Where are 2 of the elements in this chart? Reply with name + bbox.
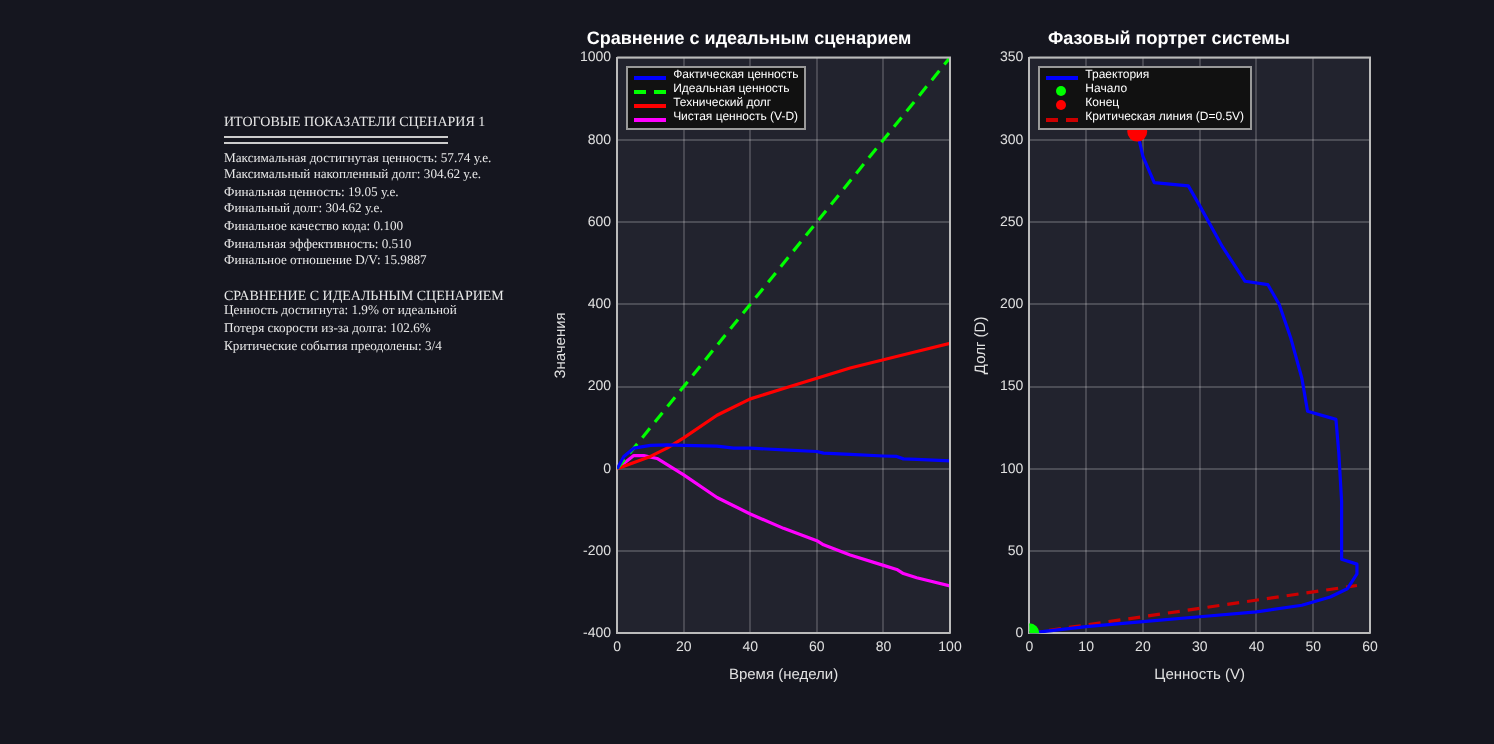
chart-title: Сравнение с идеальным сценарием bbox=[586, 27, 912, 48]
chart-title: Фазовый портрет системы bbox=[1048, 27, 1291, 48]
